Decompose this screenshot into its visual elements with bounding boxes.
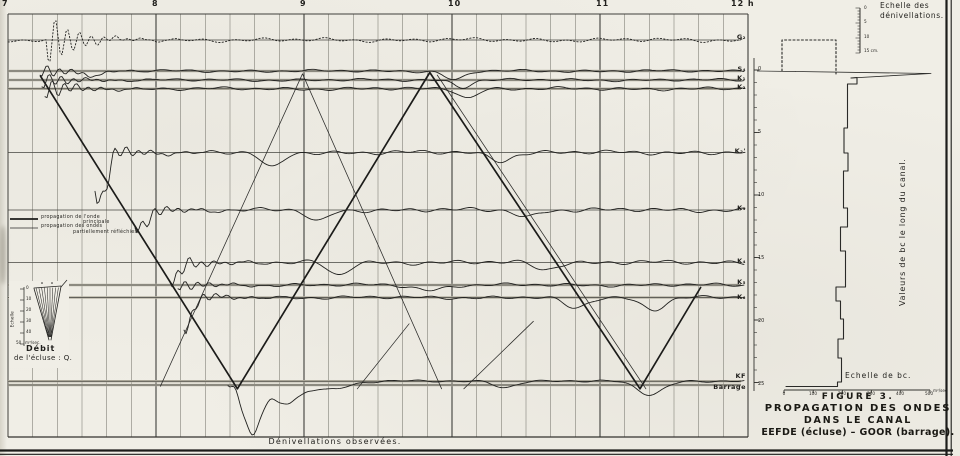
- legend-reflected-label-2: partiellement réfléchies: [73, 229, 138, 235]
- distance-tick-15: 15: [758, 254, 765, 261]
- bc-tick-500: 500: [925, 391, 933, 396]
- bc-tick-100: 100: [809, 391, 817, 396]
- scan-smudge: [0, 226, 6, 284]
- station-label-barrage: Barrage: [713, 383, 746, 391]
- inset-tick-30: 30: [26, 318, 32, 323]
- bc-values-rotated-label: Valeurs de bc le long du canal.: [897, 158, 907, 306]
- station-label-k3: K₃: [737, 204, 746, 212]
- legend-reflected-label-1: propagation des ondes: [41, 224, 103, 229]
- deniv-tick-15: 15 cm.: [864, 48, 879, 53]
- time-label-8: 8: [152, 0, 159, 8]
- deniv-tick-0: 0: [864, 4, 867, 10]
- station-label-kf: KF: [735, 372, 746, 381]
- inset-tick-10: 10: [26, 296, 32, 301]
- time-label-10: 10: [448, 0, 462, 8]
- distance-tick-20: 20: [758, 317, 765, 324]
- deniv-tick-10: 10: [864, 33, 870, 39]
- inset-scale-label: Echelle: [10, 311, 16, 328]
- time-label-9: 9: [300, 0, 307, 8]
- station-label-g2: G₂: [736, 33, 746, 41]
- bc-tick-200: 200: [838, 391, 846, 396]
- bc-tick-300: 300: [867, 391, 875, 396]
- figure-title-line2: DANS LE CANAL: [803, 415, 913, 426]
- time-label-11: 11: [596, 0, 610, 8]
- legend-main-wave-label-1: propagation de l'onde: [41, 214, 100, 220]
- figure-caption: FIGURE 3. PROPAGATION DES ONDES DANS LE …: [756, 392, 960, 438]
- inset-tick-20: 20: [26, 307, 32, 312]
- station-label-s4: S₄: [737, 65, 746, 73]
- distance-tick-0: 0: [758, 65, 762, 72]
- deniv-scale-title-2: dénivellations.: [880, 11, 944, 20]
- station-label-k6: K₆: [737, 292, 746, 301]
- deniv-scale-title-1: Echelle des: [880, 1, 930, 10]
- figure-title-line1: PROPAGATION DES ONDES: [764, 403, 952, 414]
- bc-axis-unit: m²/sec: [933, 388, 948, 393]
- distance-tick-25: 25: [758, 380, 765, 387]
- figure-title-line3: EEFDE (écluse) – GOOR (barrage).: [761, 427, 955, 438]
- distance-tick-10: 10: [758, 191, 765, 198]
- station-label-k1: K₁: [737, 74, 746, 82]
- time-label-7: 7: [2, 0, 9, 8]
- inset-title-line2: de l'écluse : Q.: [14, 354, 73, 362]
- inset-tick-40: 40: [26, 329, 32, 334]
- station-label-k2p: K₂': [734, 146, 746, 155]
- distance-tick-5: 5: [758, 128, 762, 135]
- bc-tick-400: 400: [896, 391, 904, 396]
- figure-number: FIGURE 3.: [821, 392, 895, 402]
- main-chart-caption: Dénivellations observées.: [268, 437, 402, 446]
- inset-tick-0: 0: [26, 285, 29, 290]
- station-label-k4: K₄: [737, 256, 746, 265]
- inset-title-line1: Débit: [26, 343, 56, 353]
- station-label-k5: K₅: [737, 278, 746, 286]
- deniv-tick-5: 5: [864, 19, 867, 24]
- time-label-12h: 12 h: [731, 0, 755, 8]
- bc-tick-0: 0: [782, 391, 786, 396]
- bc-axis-label: Echelle de bc.: [845, 371, 912, 380]
- inset-unit: m³/sec.: [25, 340, 41, 345]
- inset-tick-50: 50: [16, 340, 22, 345]
- station-label-k2: K₂: [737, 82, 746, 91]
- legend-main-wave-label-2: principale: [83, 219, 110, 225]
